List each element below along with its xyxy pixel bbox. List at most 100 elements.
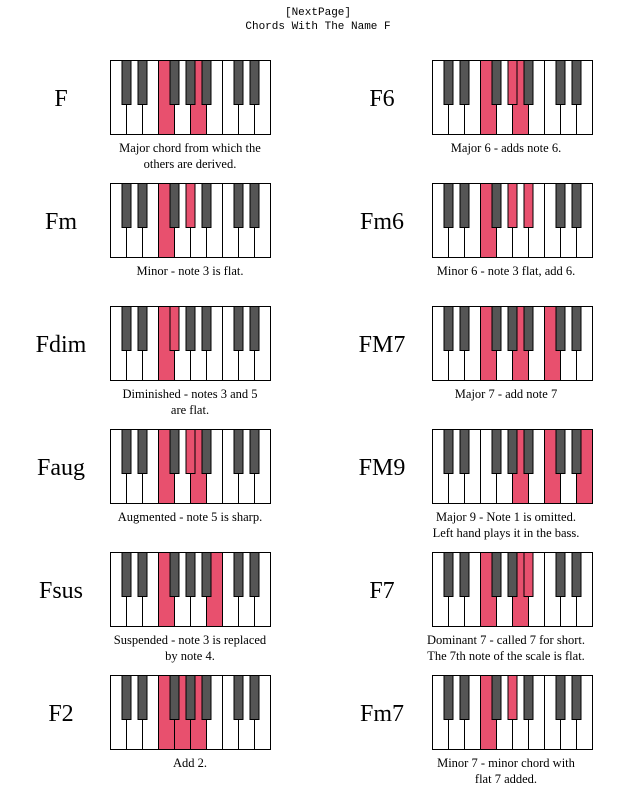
keyboard-svg [432, 306, 593, 381]
next-page-link[interactable]: [NextPage] [284, 7, 351, 19]
black-key [443, 306, 454, 351]
black-key [555, 552, 566, 597]
chord-card-fm9: FM9 Major 9 - Note 1 is omitted. Left han… [318, 429, 636, 553]
black-key [507, 306, 518, 351]
chord-card-f: F Major chord from which the others are d… [0, 60, 318, 184]
black-key [201, 306, 212, 351]
keyboard-svg [432, 552, 593, 627]
black-key [201, 60, 212, 105]
chord-name: F7 [369, 578, 395, 604]
black-key [459, 183, 470, 228]
black-key [233, 60, 244, 105]
piano-keyboard [432, 306, 593, 381]
black-key [523, 60, 534, 105]
black-key [185, 306, 196, 351]
black-key [249, 183, 260, 228]
black-key [233, 183, 244, 228]
black-key [507, 429, 518, 474]
black-key [137, 60, 148, 105]
black-key [169, 429, 180, 474]
black-key [137, 552, 148, 597]
keyboard-svg [432, 183, 593, 258]
keyboard-svg [110, 183, 271, 258]
chord-name: F6 [369, 86, 395, 112]
chord-name: F2 [48, 701, 74, 727]
chord-card-fsus: Fsus Suspended - note 3 is replaced by no… [0, 552, 318, 676]
chord-card-f2: F2 Add 2. [0, 675, 318, 799]
black-key [169, 552, 180, 597]
black-key [169, 60, 180, 105]
black-key [491, 60, 502, 105]
black-key [185, 552, 196, 597]
black-key [555, 183, 566, 228]
piano-keyboard [110, 306, 271, 381]
keyboard-svg [432, 675, 593, 750]
black-key [201, 183, 212, 228]
piano-keyboard [110, 675, 271, 750]
black-key [249, 306, 260, 351]
chord-description: Add 2. [172, 756, 208, 770]
black-key [185, 60, 196, 105]
keyboard-svg [110, 60, 271, 135]
black-key-highlighted [523, 552, 534, 597]
piano-keyboard [110, 552, 271, 627]
black-key [121, 183, 132, 228]
black-key [169, 675, 180, 720]
chord-name: Fsus [38, 578, 84, 604]
black-key [459, 675, 470, 720]
black-key [459, 429, 470, 474]
chord-description: Diminished - notes 3 and 5 are flat. [122, 387, 258, 417]
black-key-highlighted [185, 183, 196, 228]
black-key [555, 306, 566, 351]
chord-name: Fm [44, 209, 77, 235]
chord-name: Fm6 [359, 209, 404, 235]
black-key [137, 675, 148, 720]
black-key [571, 306, 582, 351]
black-key [137, 429, 148, 474]
chord-description: Major 6 - adds note 6. [450, 141, 562, 155]
piano-keyboard [110, 60, 271, 135]
keyboard-svg [110, 429, 271, 504]
black-key [185, 675, 196, 720]
black-key-highlighted [507, 60, 518, 105]
black-key [571, 675, 582, 720]
black-key [443, 60, 454, 105]
chord-description: Minor 7 - minor chord with flat 7 added. [437, 756, 575, 786]
black-key [121, 675, 132, 720]
black-key [201, 552, 212, 597]
black-key [249, 429, 260, 474]
black-key [523, 306, 534, 351]
black-key [249, 552, 260, 597]
chord-name: Fm7 [359, 701, 404, 727]
black-key [555, 429, 566, 474]
black-key [121, 552, 132, 597]
black-key [233, 429, 244, 474]
black-key [121, 306, 132, 351]
keyboard-svg [432, 60, 593, 135]
chord-description: Minor - note 3 is flat. [136, 264, 244, 278]
chord-description: Augmented - note 5 is sharp. [117, 510, 263, 524]
black-key [491, 675, 502, 720]
black-key [249, 675, 260, 720]
black-key [169, 183, 180, 228]
keyboard-svg [432, 429, 593, 504]
black-key [523, 675, 534, 720]
chord-description: Suspended - note 3 is replaced by note 4. [113, 633, 267, 663]
chord-name: FM9 [358, 455, 406, 481]
piano-keyboard [432, 183, 593, 258]
chord-description: Major 7 - add note 7 [454, 387, 558, 401]
black-key [137, 183, 148, 228]
black-key [491, 183, 502, 228]
black-key [491, 552, 502, 597]
black-key [507, 552, 518, 597]
chord-card-fm: Fm Minor - note 3 is flat. [0, 183, 318, 307]
piano-keyboard [432, 60, 593, 135]
piano-keyboard [110, 429, 271, 504]
chord-card-fm7-major: FM7 Major 7 - add note 7 [318, 306, 636, 430]
black-key [443, 552, 454, 597]
chord-name: Fdim [35, 332, 87, 358]
black-key [443, 675, 454, 720]
black-key [491, 429, 502, 474]
black-key [555, 60, 566, 105]
chord-name: FM7 [358, 332, 406, 358]
